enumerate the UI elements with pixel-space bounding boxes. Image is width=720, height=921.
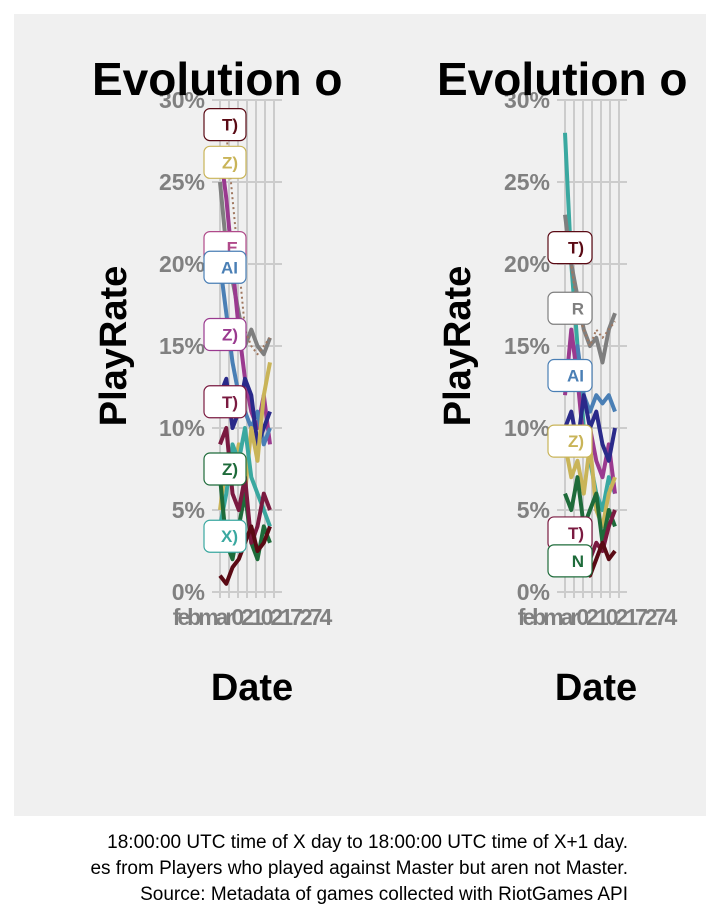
x-tick-label: febmar0210217274	[173, 604, 333, 630]
chart-title: Evolution o	[92, 53, 342, 105]
series-label-text: Z)	[222, 153, 238, 172]
series-label-box	[203, 145, 247, 179]
caption-line-1: 18:00:00 UTC time of X day to 18:00:00 U…	[107, 832, 628, 853]
y-tick-label: 0%	[517, 579, 550, 605]
series-label-text: Z)	[222, 460, 238, 479]
series-label-box	[203, 519, 247, 553]
x-axis-label: Date	[211, 667, 293, 709]
series-label-box	[203, 250, 247, 284]
series-label-text: Z)	[222, 326, 238, 345]
series-label-text: X)	[221, 527, 238, 546]
y-tick-label: 15%	[159, 333, 205, 359]
series-label-box	[547, 424, 593, 458]
y-tick-label: 10%	[159, 415, 205, 441]
caption-line-3: Source: Metadata of games collected with…	[140, 884, 628, 905]
y-tick-label: 10%	[504, 415, 550, 441]
y-tick-label: 0%	[172, 579, 205, 605]
series-label-text: T)	[568, 524, 584, 543]
series-label-box	[547, 544, 593, 578]
x-tick-label: febmar0210217274	[518, 604, 678, 630]
y-axis-label: PlayRate	[437, 266, 479, 427]
y-tick-label: 5%	[517, 497, 550, 523]
plot-background	[14, 14, 706, 816]
y-tick-label: 20%	[504, 251, 550, 277]
series-label-text: T)	[222, 393, 238, 412]
series-label-box	[547, 358, 593, 393]
series-label-text: AI	[567, 367, 584, 386]
series-label-text: E	[227, 239, 238, 258]
series-label-text: R	[572, 299, 584, 318]
series-label-box	[547, 231, 593, 265]
series-line	[563, 475, 617, 545]
series-line	[563, 214, 617, 365]
series-label-box	[203, 107, 247, 142]
chart-title: Evolution o	[437, 53, 687, 105]
series-label-box	[203, 317, 247, 352]
y-tick-label: 30%	[504, 87, 550, 113]
series-label-box	[203, 452, 247, 486]
series-label-text: AI	[221, 258, 238, 277]
y-tick-label: 25%	[159, 169, 205, 195]
chart-panel-2: 0% 5% 10% 15% 20% 25% 30% T) R AI Z) T) Nfebmar02102…	[437, 53, 687, 709]
y-axis-label: PlayRate	[93, 266, 135, 427]
series-label-box	[203, 385, 247, 419]
series-label-text: Z)	[568, 432, 584, 451]
series-label-text: T)	[568, 239, 584, 258]
y-tick-label: 20%	[159, 251, 205, 277]
chart-panel-1: 0% 5% 10% 15% 20% 25% 30% T) Z) EAI Z) T) Z) X) febmar…	[92, 53, 342, 709]
series-label-text: T)	[222, 116, 238, 135]
y-tick-label: 15%	[504, 333, 550, 359]
y-tick-label: 5%	[172, 497, 205, 523]
y-tick-label: 25%	[504, 169, 550, 195]
series-label-box	[547, 291, 593, 325]
y-tick-label: 30%	[159, 87, 205, 113]
series-label-text: N	[572, 552, 584, 571]
x-axis-label: Date	[555, 667, 637, 709]
caption-line-2: es from Players who played against Maste…	[90, 858, 628, 879]
